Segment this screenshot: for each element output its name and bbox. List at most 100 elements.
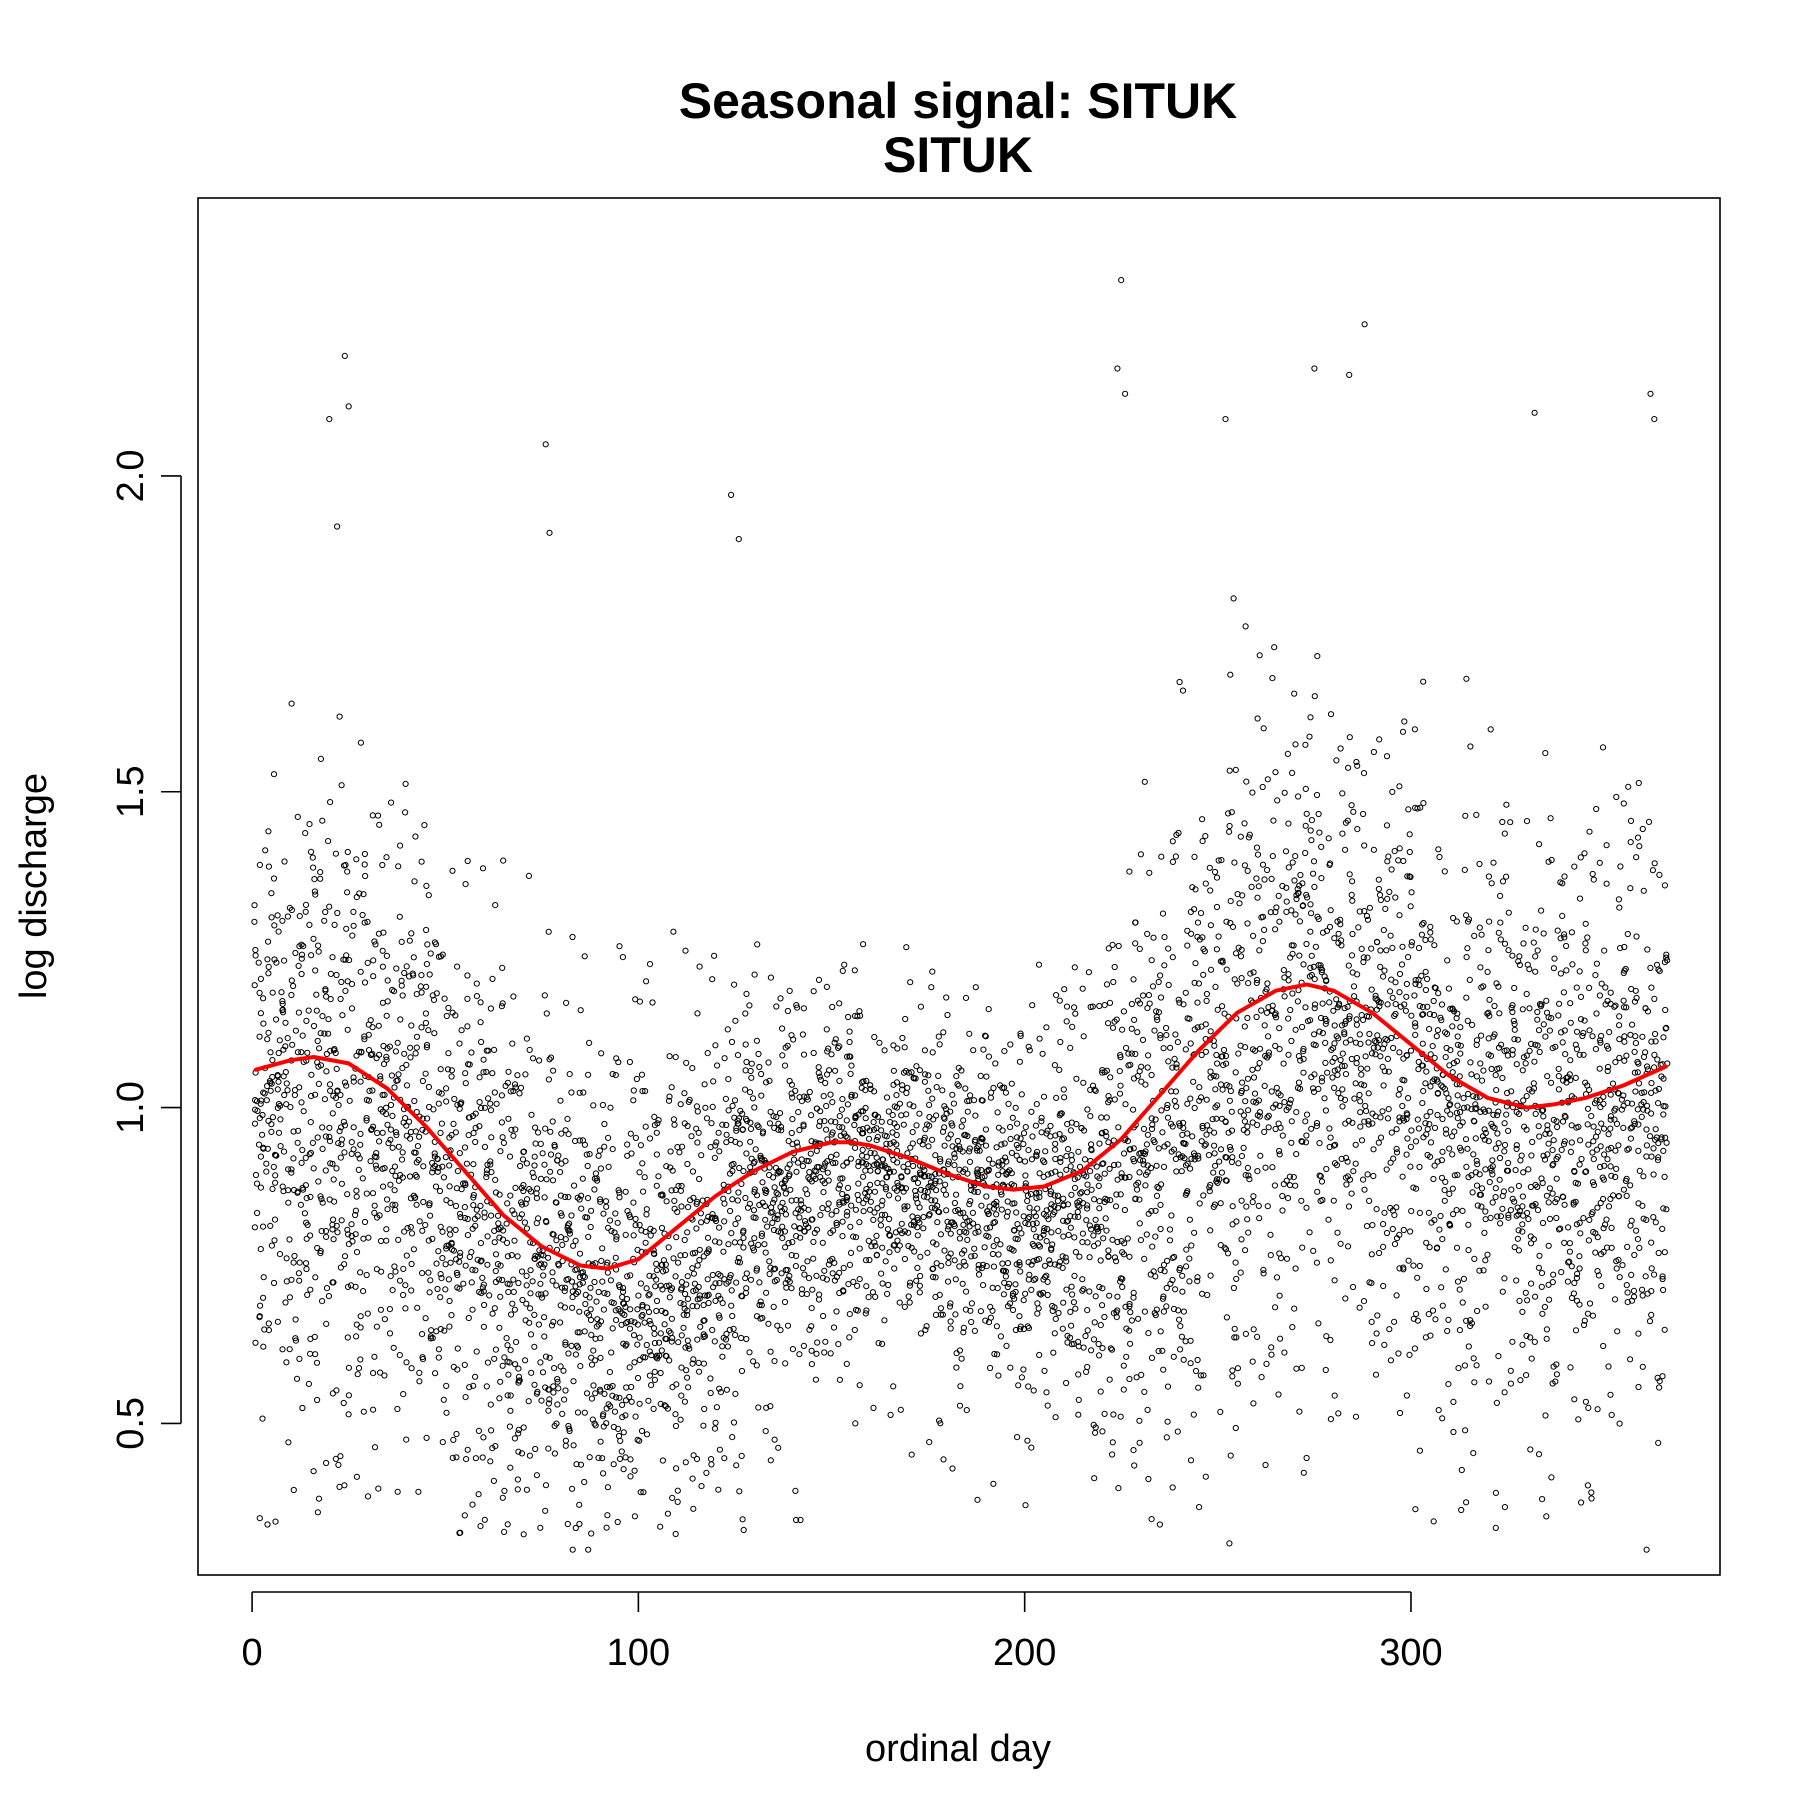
data-point (997, 1241, 1004, 1248)
data-point (1225, 810, 1232, 817)
data-point (547, 1054, 555, 1061)
data-point (899, 1086, 906, 1093)
data-point (432, 1370, 439, 1377)
data-point (666, 1357, 673, 1364)
data-point (1210, 1169, 1217, 1176)
data-point (813, 1272, 820, 1280)
data-point (265, 938, 272, 945)
data-point (1315, 810, 1322, 818)
data-point (307, 1232, 314, 1239)
data-point (276, 1037, 283, 1044)
data-point (270, 1163, 277, 1171)
data-point (636, 998, 644, 1005)
data-point (767, 974, 775, 981)
data-point (1130, 1289, 1137, 1297)
data-point (1471, 1118, 1478, 1125)
data-point (1472, 1106, 1479, 1113)
data-point (1453, 918, 1460, 925)
data-point (1119, 1026, 1126, 1033)
data-point (537, 1524, 544, 1531)
data-point (632, 1134, 640, 1142)
data-point (1438, 1001, 1446, 1008)
data-point (533, 1195, 541, 1202)
data-point (1043, 1207, 1050, 1214)
data-point (1450, 914, 1457, 922)
data-point (1254, 851, 1262, 858)
data-point (777, 1327, 784, 1334)
data-point (846, 1053, 853, 1060)
data-point (946, 1303, 954, 1310)
data-point (673, 1381, 680, 1388)
data-point (966, 1030, 973, 1037)
data-point (646, 1291, 653, 1298)
data-point (501, 1487, 508, 1495)
data-point (437, 1326, 444, 1333)
data-point (291, 1092, 298, 1099)
data-point (704, 1234, 712, 1241)
data-point (956, 1347, 964, 1354)
data-point (935, 1208, 942, 1215)
data-point (463, 1456, 470, 1463)
data-point (1002, 1268, 1010, 1275)
data-point (1317, 1014, 1325, 1022)
data-point (446, 1226, 453, 1233)
data-point (353, 1473, 360, 1480)
data-point (283, 1101, 290, 1108)
data-point (383, 1012, 390, 1019)
data-point (674, 1498, 681, 1506)
data-point (854, 1282, 861, 1290)
data-point (696, 1295, 703, 1302)
data-point (810, 988, 817, 995)
data-point (1076, 1163, 1084, 1171)
data-point (530, 1174, 537, 1181)
data-point (546, 1354, 553, 1361)
data-point (1411, 992, 1418, 999)
data-point (1022, 1502, 1029, 1509)
data-point (327, 1160, 334, 1167)
data-point (1422, 986, 1430, 994)
data-point (1163, 1024, 1170, 1032)
data-point (404, 1225, 411, 1232)
data-point (1121, 1150, 1128, 1157)
data-point (1368, 945, 1375, 952)
data-point (742, 1194, 749, 1202)
data-point (520, 1531, 527, 1538)
data-point (1395, 1350, 1402, 1357)
data-point (413, 1159, 420, 1166)
data-point (390, 988, 398, 995)
data-point (1311, 1031, 1318, 1038)
data-point (363, 1271, 370, 1279)
data-point (678, 1364, 685, 1371)
data-point (906, 1282, 914, 1289)
data-point (352, 1211, 359, 1219)
data-point (588, 1530, 595, 1537)
data-point (555, 1152, 562, 1159)
data-point (1298, 1197, 1305, 1204)
data-point (506, 1153, 514, 1160)
data-point (261, 1326, 268, 1333)
data-point (510, 1276, 517, 1283)
data-point (724, 1026, 731, 1033)
data-point (1472, 1135, 1479, 1142)
data-point (457, 1529, 464, 1536)
data-point (622, 1412, 629, 1419)
data-point (1007, 1364, 1014, 1371)
data-point (1207, 1272, 1214, 1279)
data-point (651, 1340, 659, 1347)
data-point (852, 1234, 860, 1241)
data-point (425, 1083, 432, 1091)
data-point (906, 1299, 913, 1306)
data-point (323, 1068, 330, 1075)
data-point (840, 1264, 847, 1272)
data-point (956, 1143, 963, 1150)
data-point (666, 1294, 673, 1301)
data-point (1464, 945, 1471, 952)
data-point (383, 952, 390, 960)
data-point (716, 1148, 723, 1155)
data-point (678, 1285, 685, 1292)
data-point (994, 1285, 1001, 1292)
data-point (578, 1205, 585, 1212)
data-point (1204, 1291, 1211, 1299)
data-point (1087, 1168, 1094, 1175)
data-point (1263, 986, 1270, 993)
